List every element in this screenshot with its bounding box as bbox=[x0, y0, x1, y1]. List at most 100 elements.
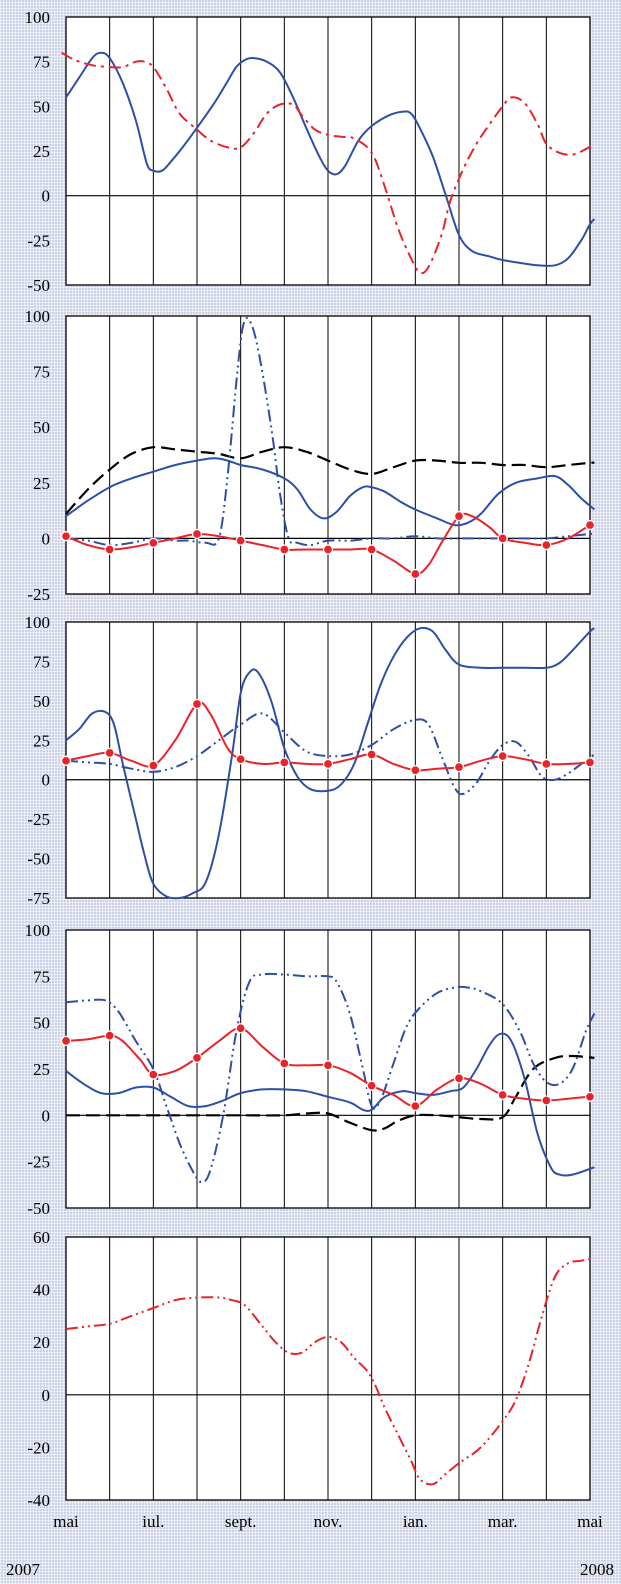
chart-panel-2: 100 75 50 25 0 -25 bbox=[25, 307, 596, 604]
y-tick-label: 75 bbox=[33, 967, 50, 986]
series-line-red-dashdot bbox=[61, 51, 595, 275]
series-marker bbox=[104, 1030, 115, 1041]
plot-frame bbox=[65, 315, 591, 595]
series-line-blue-solid bbox=[65, 51, 596, 267]
y-tick-label: -40 bbox=[27, 1491, 50, 1510]
y-tick-label: 25 bbox=[33, 1060, 50, 1079]
chart-panel-3: 100 75 50 25 0 -25 -50 -75 bbox=[25, 613, 596, 908]
series-marker bbox=[453, 511, 465, 522]
y-tick-label: 0 bbox=[42, 771, 51, 790]
y-tick-label: -50 bbox=[27, 1199, 50, 1218]
series-group bbox=[61, 51, 596, 275]
plot-frame bbox=[65, 929, 591, 1209]
series-marker bbox=[104, 747, 115, 759]
series-marker bbox=[60, 1035, 72, 1047]
series-marker bbox=[279, 544, 290, 555]
series-marker bbox=[235, 754, 246, 765]
series-line-blue-dashdotdot bbox=[65, 712, 595, 796]
series-line-black-dashed bbox=[65, 445, 595, 515]
series-marker bbox=[279, 1058, 290, 1069]
y-tick-label: 75 bbox=[33, 363, 50, 382]
series-marker bbox=[541, 758, 552, 770]
y-tick-label: 100 bbox=[25, 307, 51, 326]
y-tick-label: 0 bbox=[42, 1106, 51, 1125]
series-marker bbox=[60, 755, 72, 766]
series-line-blue-solid bbox=[65, 626, 595, 900]
series-marker bbox=[410, 765, 421, 776]
series-marker bbox=[235, 1023, 246, 1034]
x-year-label: 2007 bbox=[6, 1560, 41, 1579]
x-tick-label: mai bbox=[53, 1512, 79, 1531]
series-marker bbox=[148, 1069, 159, 1080]
y-tick-label: 25 bbox=[33, 142, 50, 161]
y-tick-label: -75 bbox=[27, 889, 50, 908]
series-marker bbox=[366, 1080, 377, 1091]
series-line-black-dashed bbox=[66, 1054, 595, 1132]
y-tick-label: -25 bbox=[27, 810, 50, 829]
y-tick-label: -20 bbox=[27, 1438, 50, 1457]
y-tick-label: 50 bbox=[33, 97, 50, 116]
series-marker bbox=[191, 528, 203, 540]
y-tick-label: 100 bbox=[25, 8, 51, 27]
series-marker bbox=[366, 749, 377, 760]
x-year-label: 2008 bbox=[580, 1560, 614, 1579]
chart-panel-4: 100 75 50 25 0 -25 -50 bbox=[25, 921, 596, 1218]
y-tick-label: 0 bbox=[42, 529, 51, 548]
plot-frame bbox=[65, 1236, 591, 1501]
y-tick-label: 100 bbox=[25, 613, 51, 632]
series-marker bbox=[322, 758, 334, 770]
y-tick-label: -50 bbox=[27, 850, 50, 869]
y-tick-label: 100 bbox=[25, 921, 51, 940]
series-line-blue-dashdotdot bbox=[65, 317, 595, 547]
y-tick-label: 20 bbox=[33, 1333, 50, 1352]
series-marker bbox=[497, 533, 508, 544]
series-marker bbox=[148, 760, 159, 771]
series-marker bbox=[541, 539, 552, 551]
x-axis-labels: mai 2007 iul. sept. nov. ian. mar. mai 2008 bbox=[6, 1512, 614, 1579]
y-tick-label: 25 bbox=[33, 731, 50, 750]
series-marker bbox=[453, 761, 465, 773]
y-tick-label: 0 bbox=[42, 1386, 51, 1405]
y-tick-label: 50 bbox=[33, 692, 50, 711]
y-tick-label: 75 bbox=[33, 652, 50, 671]
series-marker bbox=[322, 1060, 334, 1071]
x-tick-label: nov. bbox=[314, 1512, 343, 1531]
y-tick-label: -25 bbox=[27, 1153, 50, 1172]
series-marker bbox=[584, 757, 596, 768]
series-marker bbox=[584, 1091, 596, 1102]
series-line-blue-dashdotdot bbox=[65, 972, 596, 1184]
y-tick-label: -25 bbox=[27, 585, 50, 604]
series-marker bbox=[191, 698, 203, 710]
y-tick-label: 40 bbox=[33, 1281, 50, 1300]
series-line-red-solid bbox=[65, 512, 595, 576]
plot-frame bbox=[65, 16, 591, 286]
y-tick-label: 75 bbox=[33, 53, 50, 72]
series-marker bbox=[148, 537, 159, 548]
series-marker bbox=[584, 519, 596, 531]
series-marker bbox=[497, 750, 508, 762]
series-marker bbox=[279, 757, 290, 768]
series-marker bbox=[366, 544, 377, 555]
chart-panel-5: 60 40 20 0 -20 -40 bbox=[27, 1228, 595, 1510]
y-tick-label: 25 bbox=[33, 474, 50, 493]
series-marker bbox=[104, 544, 115, 555]
x-tick-label: mar. bbox=[488, 1512, 518, 1531]
series-marker bbox=[235, 535, 246, 546]
y-tick-label: -25 bbox=[27, 231, 50, 250]
series-marker bbox=[453, 1073, 465, 1084]
y-tick-label: -50 bbox=[27, 276, 50, 295]
series-marker bbox=[191, 1052, 203, 1064]
series-line-blue-solid bbox=[65, 457, 596, 527]
x-tick-label: ian. bbox=[403, 1512, 428, 1531]
series-group bbox=[65, 317, 596, 576]
x-tick-label: mai bbox=[577, 1512, 603, 1531]
y-tick-label: 50 bbox=[33, 1014, 50, 1033]
y-tick-label: 50 bbox=[33, 418, 50, 437]
x-tick-label: sept. bbox=[225, 1512, 257, 1531]
series-marker bbox=[541, 1095, 552, 1106]
series-line-red-dashdotdot bbox=[65, 1257, 595, 1486]
series-marker bbox=[410, 1100, 421, 1112]
series-marker bbox=[60, 531, 72, 542]
y-tick-label: 0 bbox=[42, 187, 51, 206]
